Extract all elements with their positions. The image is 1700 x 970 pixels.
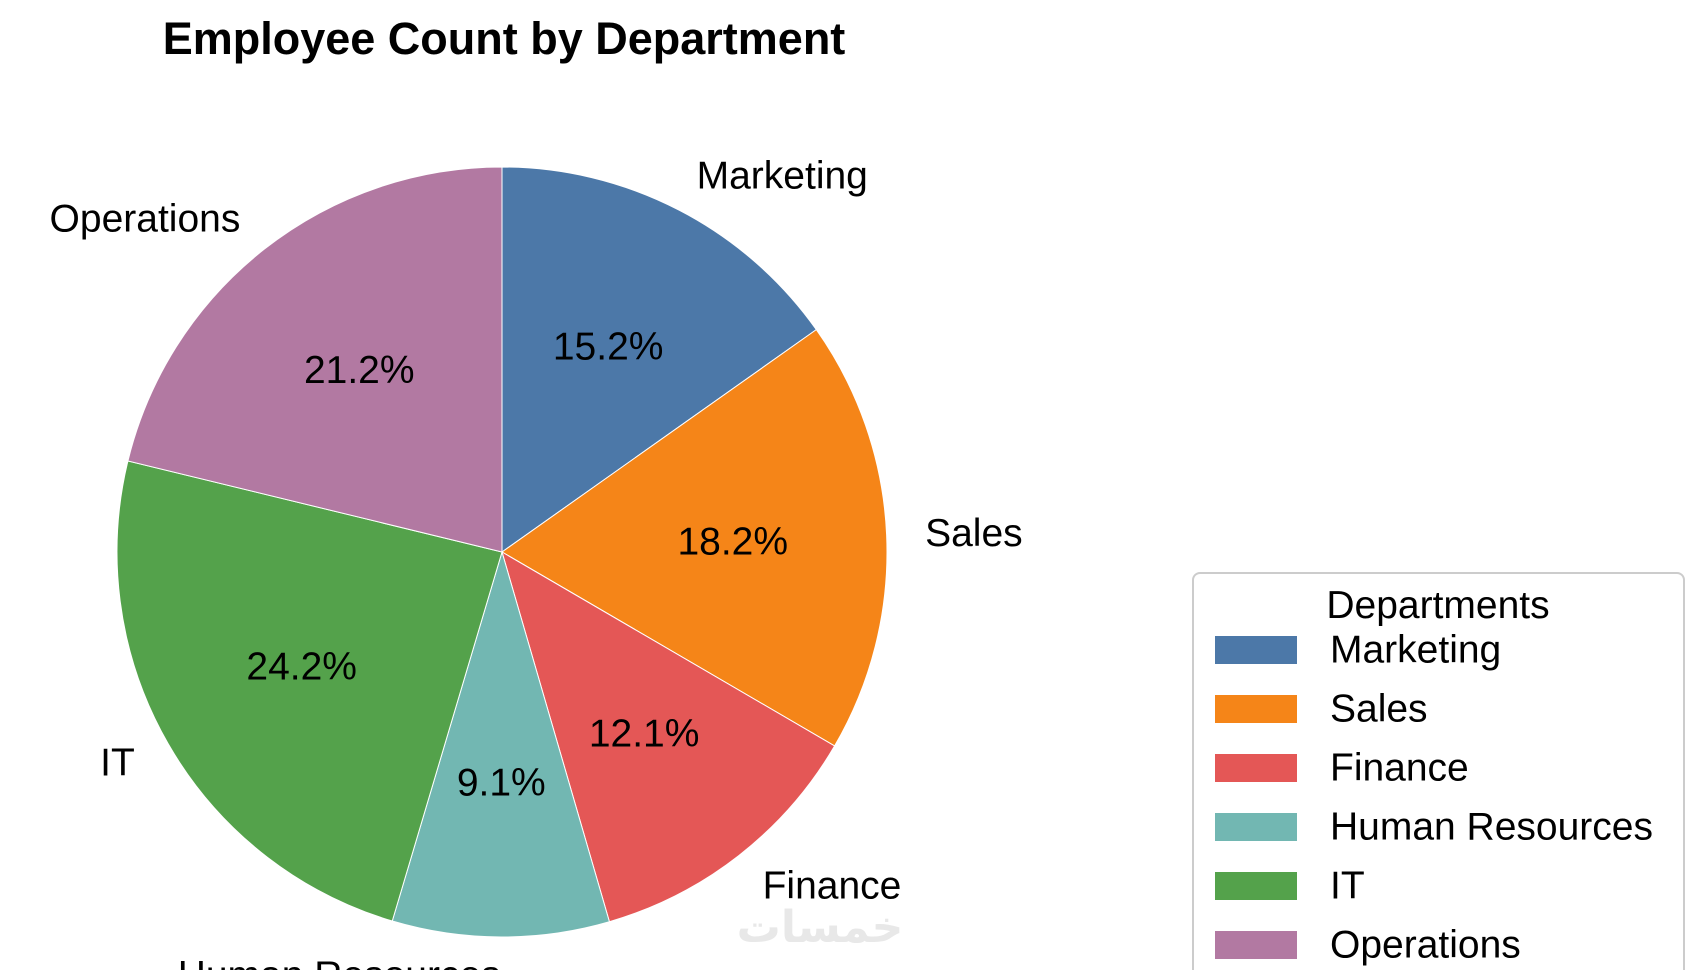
- percent-label-sales: 18.2%: [677, 520, 788, 563]
- category-labels: Marketing Sales Finance Human Resources IT Op…: [50, 154, 1023, 970]
- percent-label-operations: 21.2%: [304, 349, 415, 392]
- slice-human-resources: [391, 550, 611, 938]
- percent-label-finance: 12.1%: [589, 713, 700, 756]
- category-label-finance: Finance: [763, 864, 902, 907]
- legend-swatch-marketing: [1215, 636, 1297, 664]
- legend: Departments Marketing Sales Finance Human R…: [1192, 572, 1685, 970]
- pie-slices: [116, 166, 888, 938]
- slice-operations: [127, 166, 503, 553]
- legend-label-finance: Finance: [1330, 747, 1469, 790]
- legend-label-operations: Operations: [1330, 924, 1521, 967]
- percent-label-marketing: 15.2%: [553, 325, 664, 368]
- legend-items: Marketing Sales Finance Human Resources IT Op…: [1215, 629, 1653, 967]
- slice-finance: [501, 550, 836, 923]
- category-label-marketing: Marketing: [697, 154, 868, 197]
- legend-swatch-human-resources: [1215, 813, 1297, 841]
- legend-label-sales: Sales: [1330, 688, 1428, 731]
- category-label-sales: Sales: [925, 512, 1023, 555]
- category-label-it: IT: [100, 741, 135, 784]
- slice-it: [116, 460, 503, 922]
- chart-title: Employee Count by Department: [163, 13, 846, 64]
- slice-marketing: [501, 166, 817, 553]
- legend-swatch-operations: [1215, 931, 1297, 959]
- percent-labels: 15.2% 18.2% 12.1% 9.1% 24.2% 21.2%: [246, 325, 788, 804]
- legend-title: Departments: [1326, 584, 1549, 627]
- legend-label-it: IT: [1330, 865, 1365, 908]
- legend-swatch-finance: [1215, 754, 1297, 782]
- category-label-operations: Operations: [50, 198, 241, 241]
- legend-label-marketing: Marketing: [1330, 629, 1501, 672]
- percent-label-it: 24.2%: [246, 646, 357, 689]
- legend-swatch-it: [1215, 872, 1297, 900]
- category-label-human-resources: Human Resources: [178, 954, 501, 970]
- percent-label-human-resources: 9.1%: [457, 761, 546, 804]
- legend-swatch-sales: [1215, 695, 1297, 723]
- slice-sales: [501, 328, 888, 747]
- legend-box: [1192, 572, 1685, 970]
- legend-label-human-resources: Human Resources: [1330, 806, 1653, 849]
- watermark-logo: خمسات: [737, 902, 904, 953]
